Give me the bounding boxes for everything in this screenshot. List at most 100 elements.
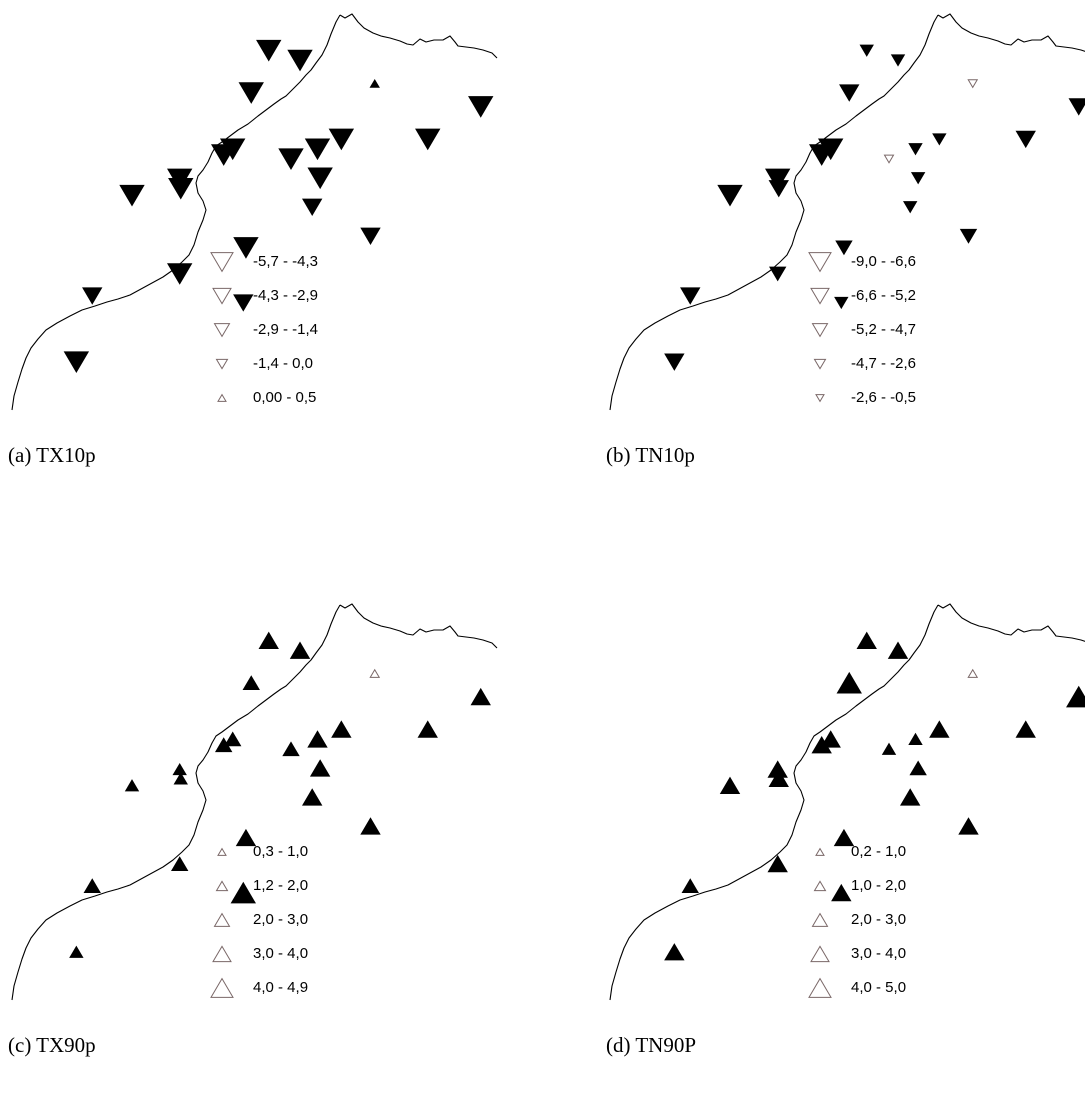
station-marker [304, 138, 331, 161]
station-marker [173, 772, 188, 785]
station-marker [124, 779, 140, 792]
legend-label: -5,2 - -4,7 [851, 321, 917, 338]
station-marker [958, 817, 979, 835]
legend-symbol [810, 945, 830, 963]
station-marker [415, 128, 441, 151]
legend-label: -5,7 - -4,3 [253, 253, 319, 270]
legend-symbol [815, 847, 825, 856]
station-marker [839, 84, 860, 102]
map-a [11, 13, 498, 411]
station-marker [331, 720, 352, 738]
station-marker [417, 720, 438, 738]
station-marker [856, 631, 877, 649]
legend-symbol [210, 977, 234, 998]
legend-symbol [811, 912, 829, 927]
legend-symbol [811, 323, 829, 338]
legend-symbol [813, 880, 827, 892]
station-marker [717, 184, 743, 207]
station-marker [909, 760, 927, 776]
legend-label: -4,3 - -2,9 [253, 287, 319, 304]
map-b [609, 13, 1085, 411]
station-marker [83, 878, 101, 894]
station-marker [890, 54, 906, 67]
legend-label: -6,6 - -5,2 [851, 287, 917, 304]
station-marker [69, 945, 84, 958]
station-marker [1068, 98, 1085, 116]
legend-label: -2,6 - -0,5 [851, 389, 917, 406]
station-marker [278, 148, 304, 170]
station-marker [811, 736, 832, 754]
station-marker [214, 737, 233, 753]
station-marker [883, 154, 895, 164]
station-marker [82, 287, 103, 305]
station-marker [765, 168, 791, 191]
station-marker [233, 294, 254, 312]
panel-tn10p: -9,0 - -6,6 -6,6 - -5,2 -5,2 - -4,7 -4,7 - … [598, 0, 1085, 528]
station-marker [369, 78, 380, 88]
station-marker [808, 144, 835, 166]
panel-tx90p: 0,3 - 1,0 1,2 - 2,0 2,0 - 3,0 3,0 - 4,0 4,0 … [0, 590, 542, 1118]
station-marker [470, 687, 491, 706]
station-marker [681, 878, 699, 894]
legend-symbol [815, 394, 825, 403]
station-marker [767, 854, 788, 873]
station-marker [360, 227, 381, 245]
legend-label: 0,00 - 0,5 [253, 389, 317, 406]
station-marker [929, 720, 950, 738]
panel-caption: (a) TX10p [8, 443, 96, 467]
panel-caption: (d) TN90P [606, 1033, 697, 1057]
station-marker [369, 668, 381, 678]
station-marker [719, 776, 741, 794]
legend-symbol [215, 880, 229, 892]
legend-symbol [215, 358, 229, 370]
station-marker [289, 641, 311, 659]
legend-label: -1,4 - 0,0 [253, 355, 314, 372]
station-marker [302, 198, 323, 216]
legend-label: 2,0 - 3,0 [851, 911, 907, 928]
coastline [11, 603, 498, 1001]
legend-label: 3,0 - 4,0 [851, 945, 907, 962]
station-marker [309, 759, 331, 777]
station-marker [233, 237, 259, 259]
station-marker [238, 82, 264, 104]
legend-label: -4,7 - -2,6 [851, 355, 917, 372]
panel-caption: (b) TN10p [606, 443, 695, 467]
station-marker [235, 828, 257, 847]
legend-symbol [810, 287, 830, 305]
station-marker [307, 730, 328, 748]
legend-symbol [212, 945, 232, 963]
station-marker [258, 631, 279, 649]
legend-symbol [808, 977, 832, 998]
station-marker [242, 675, 260, 691]
coastline [609, 13, 1085, 411]
legend-label: 0,2 - 1,0 [851, 843, 907, 860]
station-marker [1015, 130, 1036, 149]
station-marker [664, 943, 685, 961]
station-marker [172, 762, 187, 776]
legend-symbol [213, 912, 231, 927]
station-marker [167, 168, 193, 191]
station-marker [287, 49, 313, 72]
legend-label: 1,2 - 2,0 [253, 877, 309, 894]
station-marker [256, 39, 282, 62]
station-marker [167, 263, 193, 285]
legend-label: 0,3 - 1,0 [253, 843, 309, 860]
legend-label: 2,0 - 3,0 [253, 911, 309, 928]
legend-label: 4,0 - 4,9 [253, 979, 309, 996]
station-marker [230, 881, 256, 904]
panel-tx10p: -5,7 - -4,3 -4,3 - -2,9 -2,9 - -1,4 -1,4 - … [0, 0, 542, 528]
station-marker [224, 731, 242, 747]
map-c [11, 603, 498, 1001]
map-d [609, 603, 1085, 1001]
station-marker [903, 201, 918, 214]
station-marker [908, 143, 923, 156]
station-marker [859, 44, 874, 57]
station-marker [282, 741, 300, 757]
station-marker [302, 788, 323, 806]
station-marker [835, 240, 853, 256]
station-marker [767, 760, 788, 778]
station-marker [1015, 720, 1036, 738]
legend-symbol [217, 847, 227, 856]
station-marker [932, 133, 947, 146]
figure: -5,7 - -4,3 -4,3 - -2,9 -2,9 - -1,4 -1,4 - … [0, 0, 1085, 1057]
